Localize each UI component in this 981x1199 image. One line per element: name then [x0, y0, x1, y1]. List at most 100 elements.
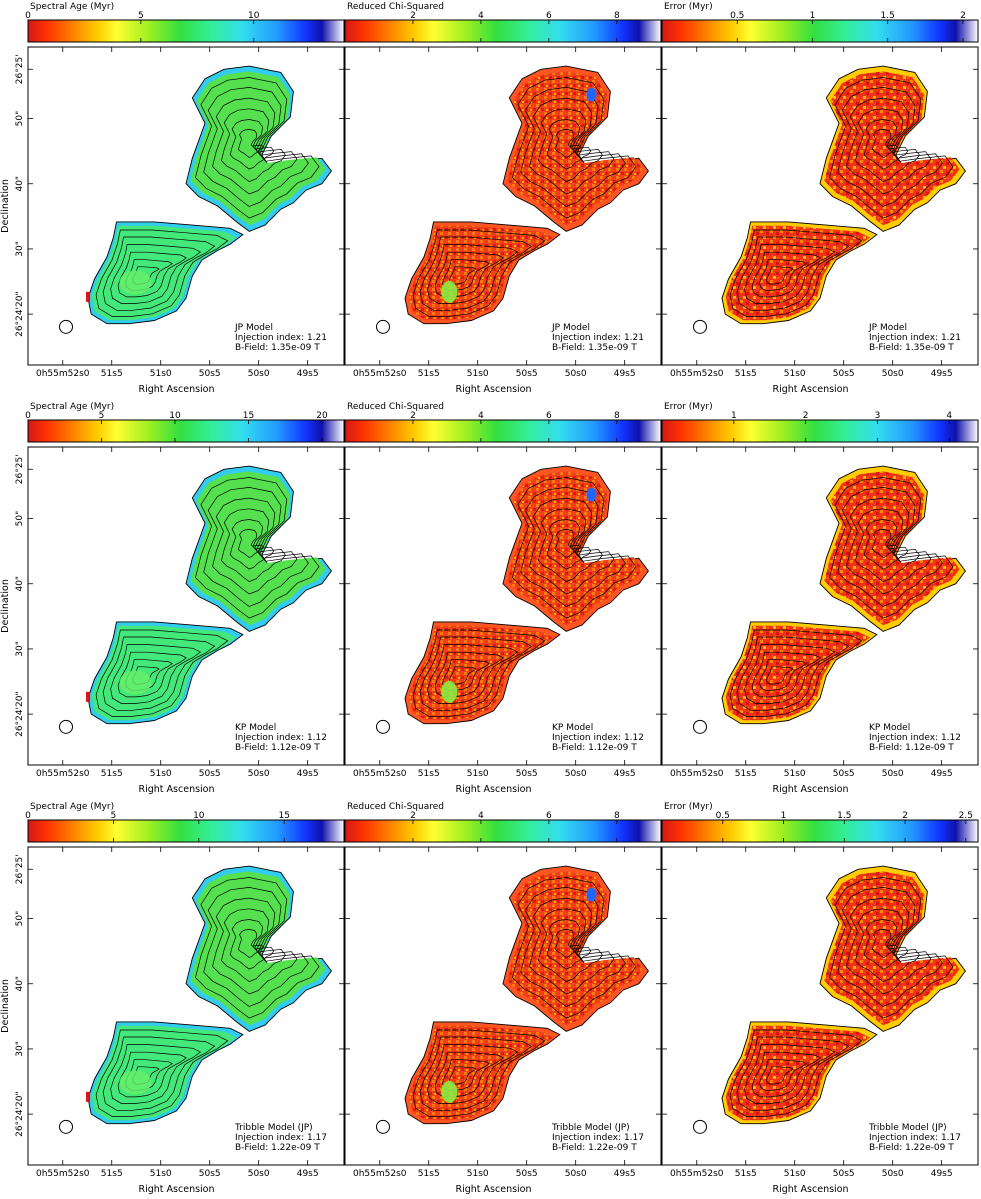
contour-line	[846, 497, 932, 595]
ra-tick-label: 51s5	[735, 369, 757, 379]
contour-line	[759, 659, 807, 691]
colorbar-title: Reduced Chi-Squared	[347, 802, 444, 812]
model-annotation: KP Model	[235, 723, 276, 733]
contour-line	[110, 644, 202, 704]
colorbar-tick-label: 3	[875, 411, 881, 421]
colorbar	[344, 419, 662, 443]
contour-line	[529, 897, 615, 995]
model-annotation: Injection index: 1.12	[235, 733, 327, 743]
model-annotation: B-Field: 1.22e-09 T	[869, 1143, 954, 1153]
ra-tick-label: 0h55m52s0	[36, 769, 90, 779]
model-annotation: B-Field: 1.35e-09 T	[552, 343, 637, 353]
contour-line	[766, 1066, 794, 1085]
colorbar-tick-label: 1.5	[837, 811, 851, 821]
model-annotation: Injection index: 1.21	[869, 333, 961, 343]
colorbar-title: Spectral Age (Myr)	[30, 402, 114, 412]
ra-tick-label: 51s5	[735, 1169, 757, 1179]
ra-tick-label: 50s0	[882, 769, 904, 779]
colorbar-tick-label: 15	[278, 811, 289, 821]
contour-line	[195, 877, 320, 1019]
ra-tick-label: 51s0	[150, 1169, 172, 1179]
beam-circle	[59, 1119, 73, 1134]
model-annotation: Tribble Model (JP)	[551, 1123, 630, 1133]
contour-line	[203, 87, 309, 207]
colorbar-title: Reduced Chi-Squared	[347, 402, 444, 412]
colorbar-tick-label: 2	[410, 11, 416, 21]
contour-line	[449, 266, 477, 285]
contour-line	[729, 629, 863, 717]
contour-line	[427, 644, 519, 704]
model-annotation: B-Field: 1.35e-09 T	[235, 343, 320, 353]
hotspot	[441, 680, 458, 703]
model-annotation: Injection index: 1.17	[552, 1133, 644, 1143]
contour-line	[546, 919, 592, 970]
map-frame	[344, 46, 662, 366]
ra-tick-label: 49s5	[614, 769, 636, 779]
contour-line	[102, 1036, 216, 1111]
ra-tick-label: 50s0	[565, 769, 587, 779]
colorbar-tick-label: 5	[99, 411, 105, 421]
ra-tick-label: 51s0	[467, 369, 489, 379]
hotspot	[119, 270, 152, 295]
y-axis-label: Declination	[0, 179, 11, 233]
colorbar-title: Spectral Age (Myr)	[30, 2, 114, 12]
ra-tick-label: 50s5	[199, 769, 221, 779]
contour-line	[221, 108, 286, 182]
ra-tick-label: 51s0	[784, 769, 806, 779]
x-axis-label: Right Ascension	[139, 784, 215, 795]
contour-line	[95, 629, 229, 717]
map-frame	[661, 846, 979, 1166]
map-panel: Spectral Age (Myr)0 5 10 15 Tribble Model (J…	[0, 802, 345, 1195]
colorbar-tick-label: 20	[316, 411, 328, 421]
colorbar-title: Reduced Chi-Squared	[347, 2, 444, 12]
model-annotation: B-Field: 1.12e-09 T	[235, 743, 320, 753]
contour-line	[203, 887, 309, 1007]
contour-line	[102, 236, 216, 311]
ra-tick-label: 0h55m52s0	[670, 369, 724, 379]
contour-line	[434, 651, 504, 698]
contour-line	[434, 1051, 504, 1098]
beam-circle	[693, 719, 707, 734]
contour-line	[449, 1066, 477, 1085]
colorbar-tick-label: 0	[25, 811, 31, 821]
x-axis-label: Right Ascension	[773, 384, 849, 395]
model-annotation: Tribble Model (JP)	[868, 1123, 947, 1133]
colorbar-tick-label: 5	[138, 11, 144, 21]
contour-line	[442, 259, 490, 291]
colorbar-tick-label: 4	[478, 811, 484, 821]
ra-tick-label: 0h55m52s0	[36, 369, 90, 379]
ra-tick-label: 0h55m52s0	[353, 369, 407, 379]
model-annotation: KP Model	[552, 723, 593, 733]
ra-tick-label: 51s5	[418, 369, 440, 379]
contour-line	[863, 119, 909, 170]
contour-line	[555, 129, 581, 158]
model-annotation: B-Field: 1.12e-09 T	[869, 743, 954, 753]
contour-line	[221, 908, 286, 982]
ra-tick-label: 51s5	[735, 769, 757, 779]
dec-tick-label: 40"	[15, 576, 25, 592]
dec-tick-label: 26°24'20"	[15, 1091, 25, 1136]
contour-line	[546, 119, 592, 170]
contour-line	[729, 1029, 863, 1117]
contour-line	[759, 1059, 807, 1091]
colorbar	[344, 19, 662, 43]
hotspot	[86, 1091, 91, 1102]
y-axis-label: Declination	[0, 979, 11, 1033]
contour-line	[512, 77, 637, 219]
map-frame	[344, 846, 662, 1166]
hotspot	[586, 87, 597, 102]
contour-line	[872, 129, 898, 158]
ra-tick-label: 50s5	[516, 1169, 538, 1179]
beam-circle	[693, 1119, 707, 1134]
model-annotation: B-Field: 1.22e-09 T	[552, 1143, 637, 1153]
colorbar-title: Spectral Age (Myr)	[30, 802, 114, 812]
contour-line	[520, 487, 626, 607]
beam-circle	[376, 719, 390, 734]
contour-line	[766, 666, 794, 685]
hotspot	[441, 280, 458, 303]
colorbar-tick-label: 4	[946, 411, 952, 421]
ra-tick-label: 50s5	[833, 369, 855, 379]
contour-line	[229, 119, 275, 170]
